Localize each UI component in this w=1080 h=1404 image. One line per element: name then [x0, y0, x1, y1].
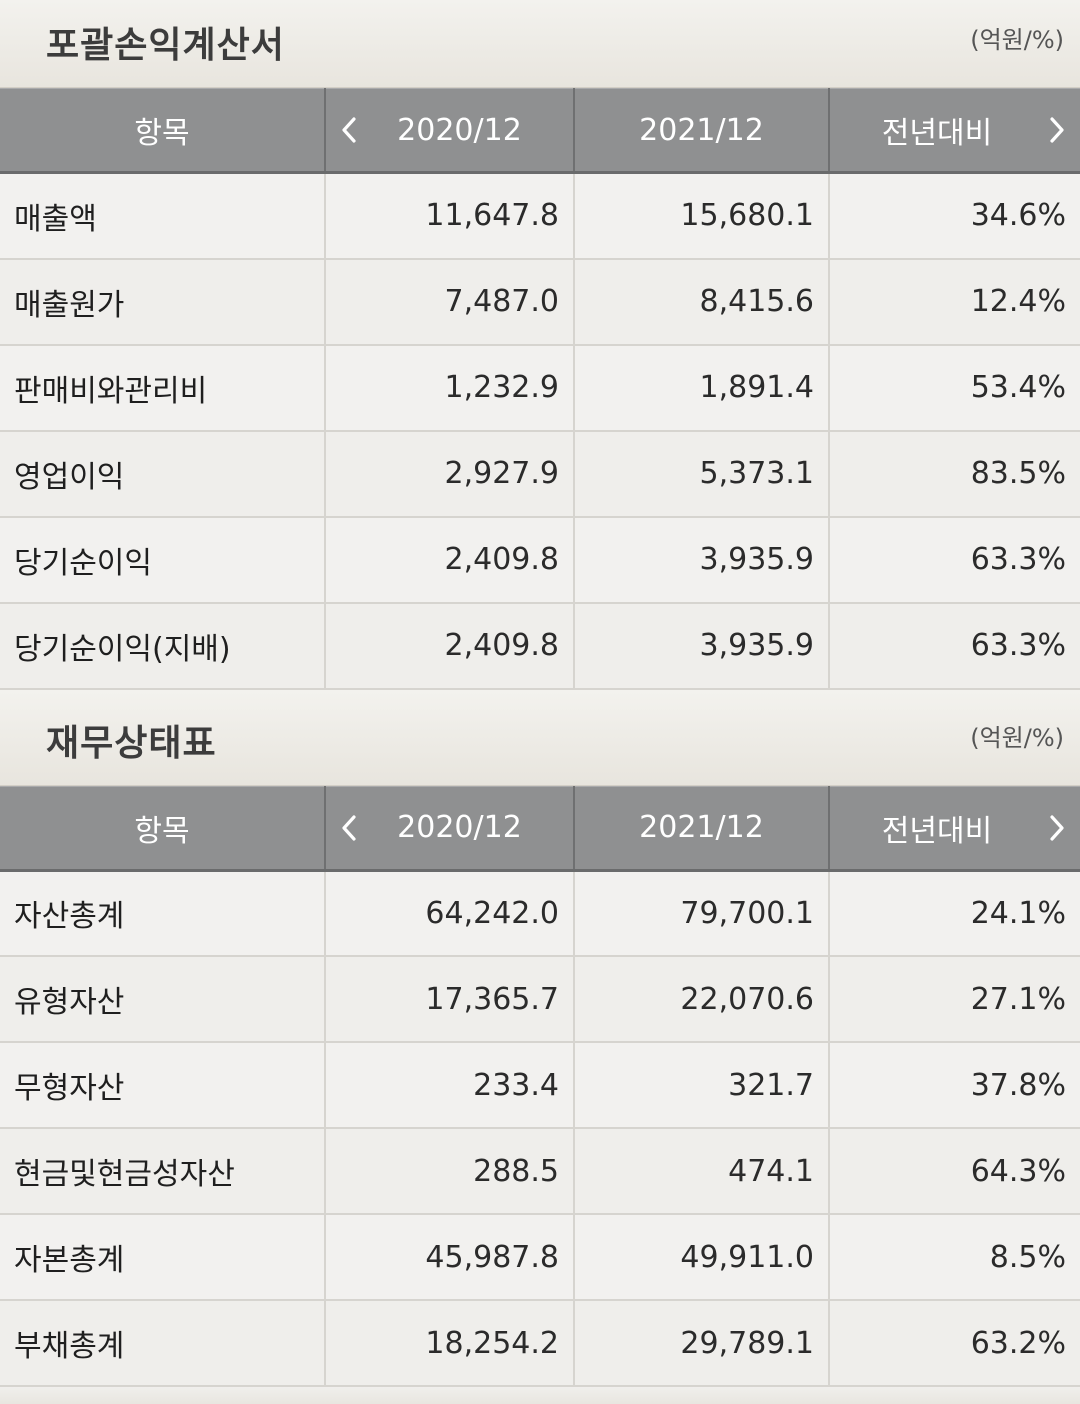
column-header-period-2: 2021/12 [573, 88, 829, 174]
cell-yoy: 63.3% [828, 602, 1080, 690]
cell-value: 7,487.0 [324, 258, 574, 346]
table-row: 무형자산 233.4 321.7 37.8% [0, 1042, 1080, 1129]
chevron-right-icon[interactable] [1042, 110, 1072, 150]
row-label: 현금및현금성자산 [0, 1128, 325, 1215]
column-header-yoy: 전년대비 [828, 88, 1080, 174]
column-header-label: 2021/12 [639, 810, 764, 845]
column-header-period-1: 2020/12 [324, 785, 574, 872]
cell-value: 2,927.9 [324, 430, 574, 518]
cell-value: 5,373.1 [573, 430, 829, 518]
cell-value: 17,365.7 [324, 956, 574, 1043]
table-row: 당기순이익(지배) 2,409.8 3,935.9 63.3% [0, 602, 1080, 690]
chevron-left-icon[interactable] [334, 808, 364, 848]
balance-sheet-table: 항목 2020/12 2021/12 전년대비 자산총계 64,242.0 79… [0, 785, 1080, 1387]
cell-yoy: 24.1% [828, 870, 1080, 957]
balance-sheet-title: 재무상태표 [46, 722, 217, 764]
bottom-section-edge [0, 1387, 1080, 1404]
cell-value: 2,409.8 [324, 602, 574, 690]
table-header-row: 항목 2020/12 2021/12 전년대비 [0, 88, 1080, 174]
cell-value: 22,070.6 [573, 956, 829, 1043]
row-label: 당기순이익 [0, 516, 325, 604]
table-row: 자산총계 64,242.0 79,700.1 24.1% [0, 870, 1080, 957]
table-row: 부채총계 18,254.2 29,789.1 63.2% [0, 1300, 1080, 1387]
row-label: 무형자산 [0, 1042, 325, 1129]
row-label: 영업이익 [0, 430, 325, 518]
cell-value: 3,935.9 [573, 602, 829, 690]
cell-value: 11,647.8 [324, 172, 574, 260]
cell-yoy: 8.5% [828, 1214, 1080, 1301]
column-header-label: 항목 [134, 813, 190, 849]
row-label: 매출원가 [0, 258, 325, 346]
table-row: 매출원가 7,487.0 8,415.6 12.4% [0, 258, 1080, 346]
cell-value: 64,242.0 [324, 870, 574, 957]
cell-value: 15,680.1 [573, 172, 829, 260]
row-label: 자본총계 [0, 1214, 325, 1301]
column-header-label: 2020/12 [397, 112, 522, 148]
balance-sheet-header: 재무상태표 (억원/%) [0, 689, 1080, 786]
column-header-label: 2021/12 [639, 112, 764, 148]
cell-yoy: 12.4% [828, 258, 1080, 346]
cell-value: 8,415.6 [573, 258, 829, 346]
cell-yoy: 27.1% [828, 956, 1080, 1043]
column-header-label: 2020/12 [397, 810, 522, 845]
cell-yoy: 64.3% [828, 1128, 1080, 1215]
cell-yoy: 34.6% [828, 172, 1080, 260]
income-statement-title: 포괄손익계산서 [46, 25, 285, 66]
row-label: 당기순이익(지배) [0, 602, 325, 690]
cell-value: 321.7 [573, 1042, 829, 1129]
cell-value: 3,935.9 [573, 516, 829, 604]
column-header-label: 전년대비 [881, 116, 993, 151]
column-header-item: 항목 [0, 88, 325, 174]
cell-value: 1,232.9 [324, 344, 574, 432]
table-header-row: 항목 2020/12 2021/12 전년대비 [0, 785, 1080, 872]
row-label: 매출액 [0, 172, 325, 260]
row-label: 판매비와관리비 [0, 344, 325, 432]
cell-yoy: 63.2% [828, 1300, 1080, 1387]
cell-value: 29,789.1 [573, 1300, 829, 1387]
balance-sheet-unit: (억원/%) [970, 723, 1064, 752]
cell-value: 45,987.8 [324, 1214, 574, 1301]
table-row: 매출액 11,647.8 15,680.1 34.6% [0, 172, 1080, 260]
row-label: 자산총계 [0, 870, 325, 957]
table-row: 판매비와관리비 1,232.9 1,891.4 53.4% [0, 344, 1080, 432]
chevron-left-icon[interactable] [334, 110, 364, 150]
column-header-period-1: 2020/12 [324, 88, 574, 174]
income-statement-unit: (억원/%) [970, 26, 1064, 54]
column-header-item: 항목 [0, 785, 325, 872]
table-row: 유형자산 17,365.7 22,070.6 27.1% [0, 956, 1080, 1043]
table-row: 자본총계 45,987.8 49,911.0 8.5% [0, 1214, 1080, 1301]
cell-yoy: 63.3% [828, 516, 1080, 604]
column-header-yoy: 전년대비 [828, 785, 1080, 872]
income-statement-header: 포괄손익계산서 (억원/%) [0, 0, 1080, 88]
cell-value: 2,409.8 [324, 516, 574, 604]
cell-yoy: 37.8% [828, 1042, 1080, 1129]
chevron-right-icon[interactable] [1042, 808, 1072, 848]
cell-value: 18,254.2 [324, 1300, 574, 1387]
cell-value: 233.4 [324, 1042, 574, 1129]
cell-value: 1,891.4 [573, 344, 829, 432]
cell-yoy: 53.4% [828, 344, 1080, 432]
column-header-label: 항목 [134, 116, 190, 151]
row-label: 부채총계 [0, 1300, 325, 1387]
column-header-label: 전년대비 [881, 813, 993, 849]
table-row: 당기순이익 2,409.8 3,935.9 63.3% [0, 516, 1080, 604]
cell-value: 474.1 [573, 1128, 829, 1215]
cell-value: 288.5 [324, 1128, 574, 1215]
table-row: 영업이익 2,927.9 5,373.1 83.5% [0, 430, 1080, 518]
table-row: 현금및현금성자산 288.5 474.1 64.3% [0, 1128, 1080, 1215]
column-header-period-2: 2021/12 [573, 785, 829, 872]
income-statement-table: 항목 2020/12 2021/12 전년대비 매출액 11,647.8 15,… [0, 88, 1080, 690]
cell-yoy: 83.5% [828, 430, 1080, 518]
cell-value: 79,700.1 [573, 870, 829, 957]
row-label: 유형자산 [0, 956, 325, 1043]
cell-value: 49,911.0 [573, 1214, 829, 1301]
